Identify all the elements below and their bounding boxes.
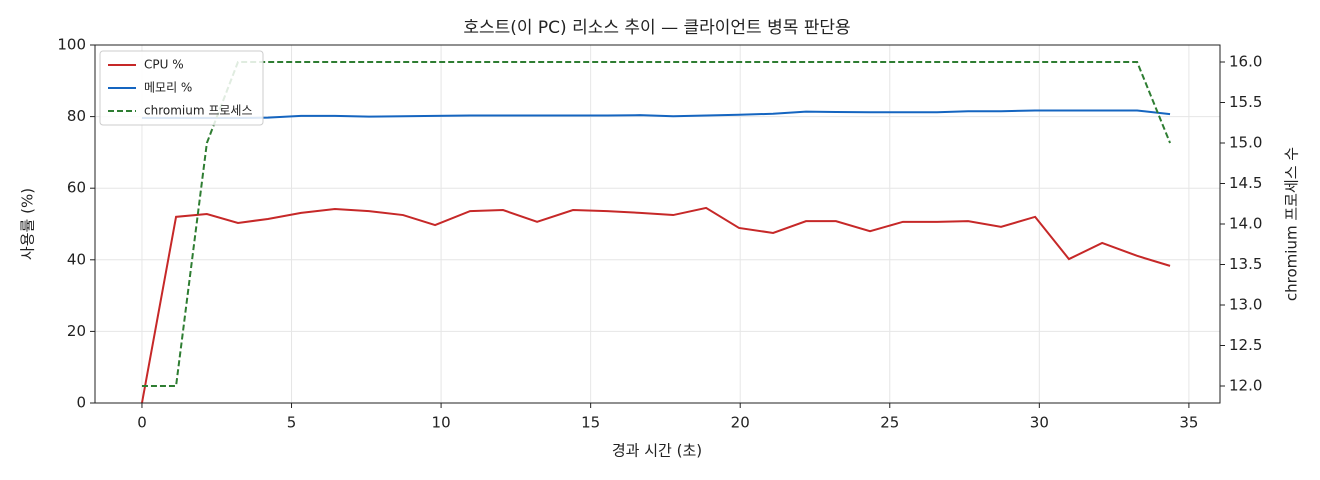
y-tick-label: 100 [57,36,86,54]
legend-label: chromium 프로세스 [144,104,253,118]
x-tick-label: 20 [731,414,750,432]
y2-tick-label: 16.0 [1229,53,1262,71]
y-tick-label: 80 [67,107,86,125]
x-axis-label: 경과 시간 (초) [612,442,702,460]
y-tick-label: 40 [67,250,86,268]
y-axis-label: 사용률 (%) [19,188,37,260]
y-tick-label: 0 [76,394,86,412]
y2-tick-label: 13.5 [1229,255,1262,273]
data-line [141,61,1171,387]
y-tick-label: 20 [67,322,86,340]
x-tick-label: 35 [1179,414,1198,432]
x-tick-label: 5 [287,414,297,432]
chart-title: 호스트(이 PC) 리소스 추이 — 클라이언트 병목 판단용 [463,18,850,38]
y2-tick-label: 15.0 [1229,134,1262,152]
legend-box [99,50,264,126]
y2-tick-label: 12.5 [1229,336,1262,354]
y2-tick-label: 13.0 [1229,295,1262,313]
y2-axis-label: chromium 프로세스 수 [1283,147,1301,301]
legend-label: CPU % [144,58,184,72]
y-tick-label: 60 [67,179,86,197]
plot-frame [94,44,1221,404]
y2-tick-label: 14.5 [1229,174,1262,192]
y2-tick-label: 14.0 [1229,215,1262,233]
legend-label: 메모리 % [144,81,192,95]
x-tick-label: 30 [1030,414,1049,432]
y2-tick-label: 15.5 [1229,93,1262,111]
data-line [141,109,1171,120]
x-tick-label: 10 [432,414,451,432]
data-line [140,206,1171,404]
x-tick-label: 0 [137,414,147,432]
y2-tick-label: 12.0 [1229,376,1262,394]
x-tick-label: 25 [880,414,899,432]
x-tick-label: 15 [581,414,600,432]
